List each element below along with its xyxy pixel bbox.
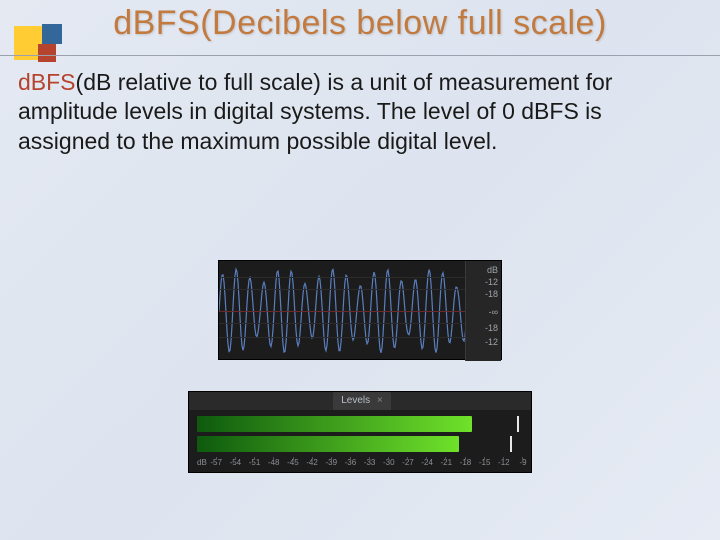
- waveform-label-t18: -18: [485, 289, 498, 299]
- waveform-figure-wrap: dB -12 -18 -∞ -18 -12: [0, 260, 720, 365]
- waveform-gridline: [219, 289, 467, 290]
- deco-square-red: [38, 44, 56, 62]
- slide: dBFS(Decibels below full scale) dBFS(dB …: [0, 0, 720, 540]
- waveform-unit-label: dB: [487, 265, 498, 275]
- level-peak-0: [517, 416, 519, 432]
- waveform-label-mid: -∞: [489, 307, 498, 317]
- title-area: dBFS(Decibels below full scale): [0, 0, 720, 43]
- levels-tab-label: Levels: [341, 395, 370, 406]
- title-underline: [0, 55, 720, 56]
- waveform-canvas: [219, 261, 467, 361]
- levels-body: [197, 414, 523, 456]
- waveform-label-t12: -12: [485, 277, 498, 287]
- body-text: dBFS(dB relative to full scale) is a uni…: [18, 68, 698, 156]
- slide-title: dBFS(Decibels below full scale): [0, 4, 720, 43]
- levels-scale-tick: -9: [519, 458, 526, 467]
- levels-figure-wrap: Levels × dB-57-54-51-48-45-42-39-36-33-3…: [0, 390, 720, 473]
- levels-figure: Levels × dB-57-54-51-48-45-42-39-36-33-3…: [188, 391, 532, 473]
- body-rest: (dB relative to full scale) is a unit of…: [18, 69, 612, 154]
- waveform-label-b12: -12: [485, 337, 498, 347]
- waveform-gridline: [219, 323, 467, 324]
- waveform-gridline: [219, 277, 467, 278]
- level-peak-1: [510, 436, 512, 452]
- waveform-gridline: [219, 337, 467, 338]
- level-bar-1: [197, 436, 459, 452]
- waveform-label-b18: -18: [485, 323, 498, 333]
- levels-tab[interactable]: Levels ×: [333, 392, 391, 410]
- levels-header: Levels ×: [189, 392, 531, 410]
- close-icon[interactable]: ×: [377, 395, 383, 406]
- levels-scale: dB-57-54-51-48-45-42-39-36-33-30-27-24-2…: [197, 458, 523, 470]
- waveform-figure: dB -12 -18 -∞ -18 -12: [218, 260, 502, 360]
- levels-scale-unit: dB: [197, 458, 207, 467]
- term-dbfs: dBFS: [18, 69, 76, 95]
- level-bar-0: [197, 416, 472, 432]
- levels-scale-tick: -12: [498, 458, 510, 467]
- waveform-axis: dB -12 -18 -∞ -18 -12: [465, 261, 501, 361]
- waveform-midline: [219, 311, 467, 312]
